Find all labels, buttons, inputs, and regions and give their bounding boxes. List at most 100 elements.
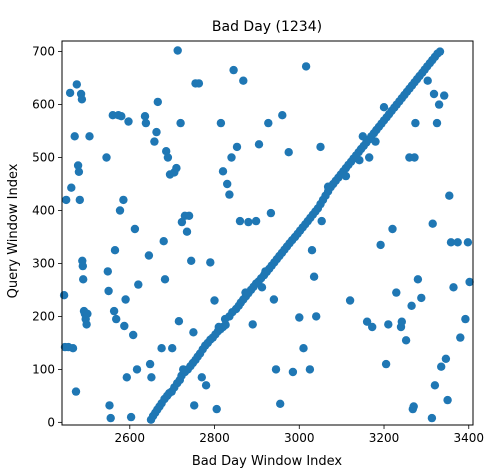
data-point-187 (190, 401, 199, 410)
y-tick-label-3: 300 (32, 256, 55, 270)
data-point-269 (449, 283, 458, 292)
data-point-130 (78, 261, 88, 271)
data-point-225 (307, 246, 317, 255)
data-point-152 (121, 295, 130, 304)
data-point-204 (235, 216, 245, 226)
data-point-199 (223, 179, 232, 189)
data-point-114 (59, 291, 69, 300)
data-point-148 (115, 206, 125, 215)
data-point-237 (368, 322, 377, 332)
x-tick-label-1: 2800 (199, 431, 230, 445)
data-point-229 (317, 216, 326, 226)
data-point-156 (129, 330, 138, 340)
y-tick-label-1: 100 (32, 362, 55, 376)
data-point-154 (124, 117, 133, 126)
data-point-203 (232, 142, 242, 152)
data-point-222 (299, 344, 308, 353)
data-point-252 (410, 153, 419, 162)
data-point-126 (75, 195, 85, 205)
data-point-241 (381, 359, 391, 369)
data-point-226 (309, 272, 319, 281)
data-point-128 (77, 95, 87, 104)
data-point-183 (182, 227, 192, 236)
data-point-174 (168, 344, 177, 353)
data-point-118 (65, 88, 75, 98)
data-point-270 (453, 238, 462, 247)
data-point-176 (172, 163, 181, 173)
data-point-212 (261, 267, 270, 276)
y-tick-label-4: 400 (32, 203, 55, 217)
data-point-247 (401, 336, 411, 345)
data-point-201 (227, 153, 236, 162)
data-point-218 (278, 111, 287, 120)
data-point-238 (371, 137, 380, 146)
data-point-153 (122, 373, 131, 382)
data-point-273 (463, 238, 473, 247)
data-point-120 (68, 344, 78, 353)
data-point-159 (134, 280, 143, 289)
data-point-121 (70, 132, 79, 141)
data-point-233 (355, 156, 364, 165)
data-point-223 (301, 62, 311, 71)
data-point-189 (194, 79, 204, 88)
data-point-137 (85, 132, 94, 141)
y-axis-ticks: 0 100 200 300 400 500 600 700 (32, 45, 62, 429)
data-point-221 (295, 313, 304, 322)
data-point-254 (413, 275, 423, 284)
data-point-185 (187, 256, 196, 265)
data-point-150 (119, 195, 128, 205)
data-point-180 (177, 217, 187, 227)
x-tick-label-2: 3000 (284, 431, 315, 445)
data-point-166 (152, 127, 161, 137)
data-point-263 (437, 362, 446, 371)
data-point-177 (173, 46, 182, 55)
data-point-181 (179, 365, 188, 374)
data-point-124 (73, 161, 83, 170)
data-point-227 (312, 312, 321, 321)
data-point-162 (144, 251, 154, 260)
data-point-160 (140, 112, 150, 121)
data-point-195 (214, 322, 223, 332)
data-point-253 (411, 118, 420, 128)
data-point-260 (430, 381, 440, 390)
data-point-194 (212, 404, 221, 414)
data-point-119 (67, 183, 76, 192)
data-point-211 (257, 283, 267, 292)
data-point-207 (244, 217, 253, 227)
data-point-145 (110, 246, 120, 255)
data-point-264 (440, 91, 449, 100)
data-point-136 (83, 309, 92, 318)
data-point-140 (104, 286, 113, 296)
data-point-209 (251, 216, 261, 226)
data-point-215 (269, 295, 279, 304)
data-point-251 (409, 402, 418, 411)
data-point-216 (271, 365, 281, 374)
data-point-196 (216, 118, 226, 128)
data-point-165 (150, 137, 159, 146)
data-point-202 (229, 65, 238, 75)
data-point-158 (132, 365, 142, 374)
data-point-236 (365, 153, 374, 162)
data-point-262 (434, 100, 444, 109)
x-axis-label: Bad Day Window Index (192, 454, 343, 469)
x-tick-label-4: 3400 (453, 431, 484, 445)
data-point-146 (112, 314, 121, 324)
data-point-141 (105, 401, 114, 410)
data-point-234 (358, 132, 367, 141)
y-tick-label-0: 0 (47, 415, 55, 429)
data-point-191 (201, 381, 211, 390)
data-point-139 (103, 267, 113, 276)
data-point-123 (72, 80, 82, 89)
data-point-178 (174, 317, 184, 326)
y-axis-label: Query Window Index (6, 163, 21, 298)
data-point-131 (79, 275, 88, 284)
data-point-268 (446, 238, 456, 247)
data-point-231 (341, 171, 351, 181)
data-point-190 (197, 373, 206, 382)
data-point-197 (218, 167, 228, 176)
data-points (59, 46, 474, 424)
data-point-258 (428, 219, 437, 228)
data-point-170 (160, 275, 170, 284)
data-point-163 (145, 359, 155, 369)
data-point-168 (157, 344, 166, 353)
